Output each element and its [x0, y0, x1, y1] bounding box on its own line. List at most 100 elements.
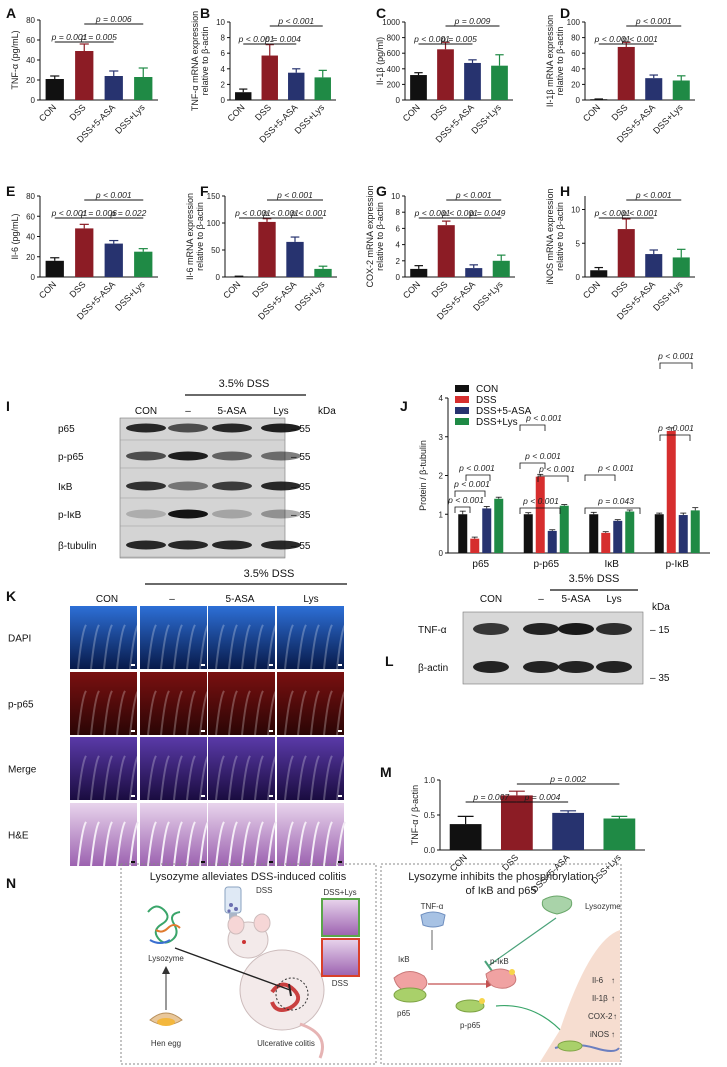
y-axis-label: relative to β-actin	[375, 202, 385, 271]
up-arrow-icon: ↑	[611, 1030, 615, 1039]
x-tick-label: CON	[221, 279, 242, 300]
tissue-texture	[297, 755, 307, 801]
blot-band	[212, 481, 252, 491]
bar	[491, 65, 508, 100]
tissue-texture	[241, 624, 251, 670]
scale-bar	[201, 861, 205, 863]
p-value-label: p < 0.001	[455, 190, 492, 200]
y-tick-label: 80	[571, 34, 580, 43]
tissue-texture	[267, 821, 277, 867]
up-arrow-icon: ↑	[611, 994, 615, 1003]
p-value-label: p < 0.001	[453, 479, 490, 489]
tissue-texture	[297, 624, 307, 670]
dss-bottle-icon	[224, 886, 242, 919]
scale-bar	[201, 730, 205, 732]
blot-band	[473, 661, 509, 673]
tissue-image	[70, 672, 137, 735]
inhibition-bar	[288, 983, 292, 997]
tissue-texture	[241, 755, 251, 801]
blot-band	[558, 623, 594, 635]
column-label: Lys	[303, 594, 318, 605]
tissue-texture	[228, 624, 238, 670]
panel-letter: F	[200, 183, 209, 199]
tissue-texture	[90, 821, 100, 867]
p-value-label: p < 0.001	[290, 208, 327, 218]
bar	[535, 476, 545, 553]
kda-marker: – 35	[291, 510, 311, 521]
bar	[45, 79, 64, 100]
y-tick-label: 3	[439, 433, 444, 442]
tissue-texture	[199, 821, 209, 867]
bar	[464, 62, 481, 100]
blot-band	[596, 623, 632, 635]
tissue-texture	[297, 821, 307, 867]
panel-letter: E	[6, 183, 15, 199]
y-axis-label: Il-6 (pg/mL)	[10, 213, 20, 259]
tissue-texture	[241, 690, 251, 736]
tissue-texture	[228, 755, 238, 801]
p-value-label: p = 0.009	[454, 16, 491, 26]
x-tick-label: DSS	[250, 279, 270, 299]
blot-rows: p65 – 55 p-p65 – 55 IκB – 35 p-IκB – 35 β-tubuli…	[58, 417, 311, 559]
tissue-texture	[336, 821, 346, 867]
dss-lys-label: DSS+Lys	[323, 888, 356, 897]
tissue-texture	[284, 821, 294, 867]
x-tick-label: DSS	[68, 102, 88, 122]
tissue-image	[277, 672, 344, 735]
p-value-label: p = 0.049	[469, 208, 506, 218]
row-label: Merge	[8, 765, 37, 776]
p-value-label: p < 0.001	[262, 208, 299, 218]
tissue-texture	[284, 624, 294, 670]
ikb-p65-complex-icon	[393, 971, 428, 1003]
up-arrow-icon: ↑	[611, 976, 615, 985]
row-label: p-p65	[8, 700, 34, 711]
bar	[601, 532, 611, 553]
scale-bar	[338, 730, 342, 732]
y-tick-label: 8	[396, 208, 401, 217]
y-axis-label: TNF-α mRNA expression	[190, 11, 200, 111]
panel-letter: A	[6, 5, 16, 21]
uc-label: Ulcerative colitis	[257, 1039, 315, 1048]
tissue-texture	[323, 755, 333, 801]
y-tick-label: 5	[576, 239, 581, 248]
tissue-image	[277, 803, 344, 866]
bar	[603, 818, 636, 850]
bar	[559, 505, 569, 553]
tissue-image	[140, 737, 207, 800]
panel-letter: C	[376, 5, 386, 21]
tissue-texture	[228, 821, 238, 867]
panel-letter: B	[200, 5, 210, 21]
blot-band	[212, 423, 252, 433]
blot-band	[523, 623, 559, 635]
panel-letter: M	[380, 764, 392, 780]
tissue-texture	[254, 755, 264, 801]
tissue-image	[208, 606, 275, 669]
significance-bracket	[537, 475, 569, 482]
bar	[613, 520, 623, 553]
kda-marker: – 35	[650, 673, 670, 684]
y-axis-label: TNF-α / β-actin	[410, 785, 420, 845]
tissue-texture	[160, 624, 170, 670]
tissue-texture	[129, 821, 139, 867]
x-tick-label: CON	[581, 102, 602, 123]
inhibition-line	[487, 917, 557, 967]
y-axis-label: relative to β-actin	[195, 202, 205, 271]
y-tick-label: 4	[439, 394, 444, 403]
panel-n-schematic: N Lysozyme alleviates DSS-induced coliti…	[6, 863, 622, 1065]
x-tick-label: CON	[37, 279, 58, 300]
significance-bracket	[584, 507, 641, 514]
tissue-texture	[199, 755, 209, 801]
blot-band	[212, 451, 252, 461]
x-tick-label: p-IκB	[666, 559, 690, 570]
scale-bar	[269, 664, 273, 666]
p-value-label: p < 0.001	[458, 463, 495, 473]
blot-band	[126, 540, 166, 550]
blot-band	[126, 481, 166, 491]
lysozyme-protein-icon	[147, 905, 181, 944]
x-tick-label: p65	[472, 559, 489, 570]
p-value-label: p = 0.001	[51, 32, 88, 42]
blot-band	[126, 451, 166, 461]
y-tick-label: 100	[567, 18, 581, 27]
bar	[410, 268, 428, 277]
bar	[449, 824, 482, 850]
